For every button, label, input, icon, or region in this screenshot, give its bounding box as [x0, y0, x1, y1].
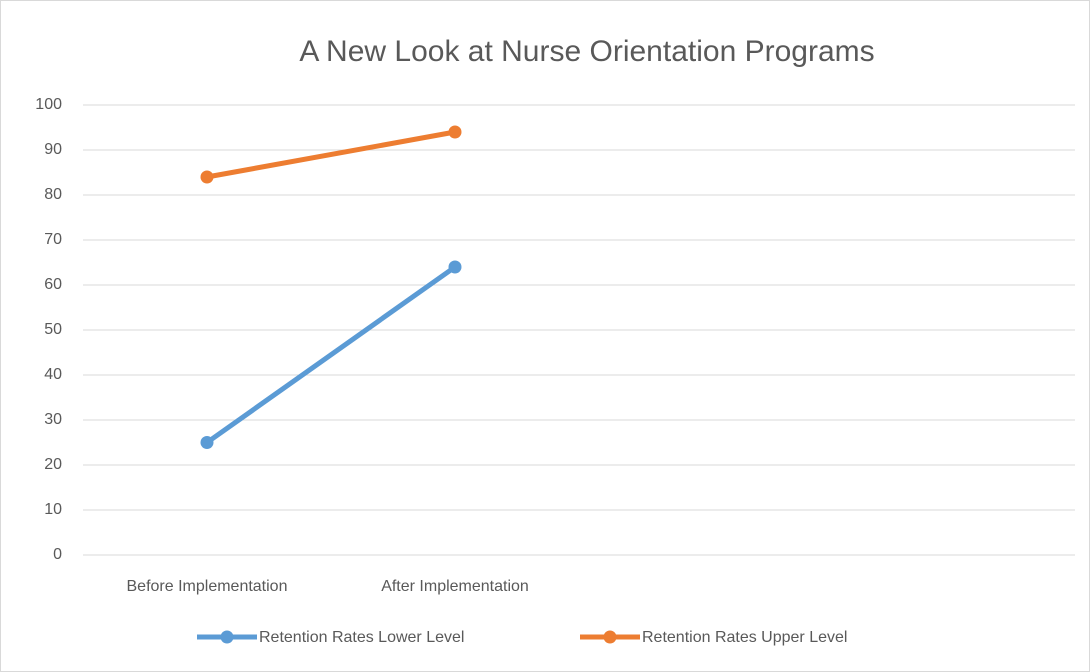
chart-title: A New Look at Nurse Orientation Programs	[299, 35, 874, 68]
data-point	[200, 170, 214, 184]
y-tick-label: 30	[44, 411, 62, 428]
y-tick-label: 100	[35, 96, 62, 113]
y-tick-label: 60	[44, 276, 62, 293]
x-tick-label: Before Implementation	[127, 578, 288, 595]
legend-marker	[603, 630, 617, 644]
data-point	[448, 125, 462, 139]
legend-marker	[220, 630, 234, 644]
y-tick-label: 80	[44, 186, 62, 203]
series-line	[204, 129, 458, 180]
legend-label: Retention Rates Lower Level	[259, 629, 464, 646]
data-point	[200, 436, 214, 449]
y-tick-label: 20	[44, 456, 62, 473]
x-tick-label: After Implementation	[381, 578, 529, 595]
y-tick-label: 70	[44, 231, 62, 248]
y-tick-label: 90	[44, 141, 62, 158]
y-tick-label: 10	[44, 501, 62, 518]
series-line	[204, 264, 458, 445]
data-point	[448, 260, 462, 274]
legend-label: Retention Rates Upper Level	[642, 629, 847, 646]
y-tick-label: 40	[44, 366, 62, 383]
y-tick-label: 50	[44, 321, 62, 338]
y-tick-label: 0	[53, 546, 62, 563]
